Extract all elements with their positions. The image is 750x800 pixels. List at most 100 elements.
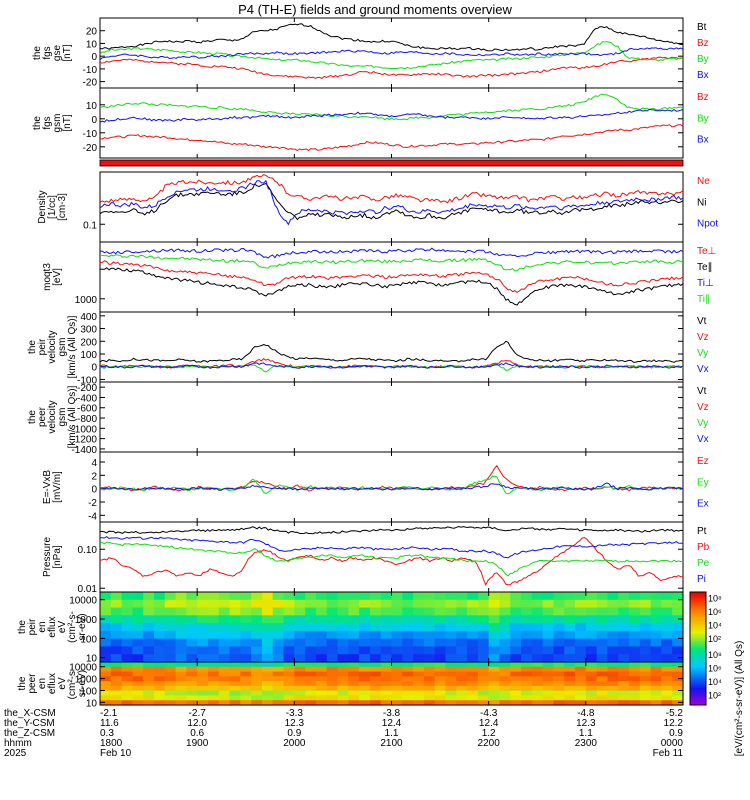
heatmap-cell: [153, 662, 166, 668]
heatmap-cell: [618, 599, 630, 609]
heatmap-cell: [661, 700, 673, 706]
heatmap-cell: [207, 690, 220, 697]
y-axis-label: eflux: [47, 673, 58, 694]
heatmap-cell: [207, 676, 220, 682]
heatmap-cell: [348, 630, 360, 640]
heatmap-cell: [186, 690, 198, 697]
heatmap-cell: [542, 695, 555, 701]
heatmap-cell: [305, 599, 317, 609]
series-Vx-line: [99, 362, 684, 369]
heatmap-cell: [359, 662, 371, 668]
heatmap-cell: [488, 685, 501, 692]
quality-flag-frame: [99, 159, 684, 167]
heatmap-cell: [672, 700, 684, 706]
heatmap-cell: [445, 646, 457, 655]
heatmap-cell: [272, 623, 285, 632]
heatmap-cell: [456, 685, 468, 692]
heatmap-cell: [510, 690, 522, 697]
colorbar-cell: [690, 612, 706, 616]
ephemeris-value: 12.4: [479, 718, 499, 729]
heatmap-cell: [218, 671, 231, 677]
colorbar-cell: [690, 646, 706, 649]
heatmap-cell: [164, 700, 177, 706]
heatmap-cell: [467, 695, 479, 701]
heatmap-cell: [153, 676, 166, 682]
heatmap-cell: [110, 690, 123, 697]
heatmap-cell: [143, 638, 155, 648]
heatmap-cell: [650, 690, 663, 697]
heatmap-cell: [229, 638, 241, 648]
y-axis-label: sr-eV): [77, 670, 88, 697]
heatmap-cell: [564, 671, 576, 677]
colorbar-cell: [690, 657, 706, 661]
heatmap-cell: [423, 592, 436, 601]
series-Bx-line: [99, 108, 684, 123]
heatmap-cell: [218, 623, 231, 632]
heatmap-cell: [391, 666, 403, 673]
heatmap-cell: [650, 615, 663, 624]
y-tick-label: -20: [83, 143, 98, 154]
heatmap-cell: [305, 607, 317, 616]
heatmap-cell: [607, 681, 619, 687]
heatmap-cell: [337, 654, 349, 663]
colorbar-cell: [690, 644, 706, 648]
heatmap-cell: [186, 623, 198, 632]
y-axis-label: gsm: [52, 114, 63, 133]
heatmap-cell: [294, 666, 306, 673]
ephemeris-value: -5.2: [666, 708, 684, 719]
heatmap-cell: [650, 685, 663, 692]
heatmap-cell: [672, 671, 684, 677]
heatmap-cell: [261, 654, 274, 663]
heatmap-cell: [186, 671, 198, 677]
heatmap-cell: [348, 615, 360, 624]
heatmap-cell: [218, 690, 231, 697]
heatmap-cell: [639, 592, 652, 601]
heatmap-cell: [110, 646, 123, 655]
y-tick-label: -1200: [71, 435, 97, 446]
heatmap-cell: [531, 654, 544, 663]
ephemeris-row-label: the_Y-CSM: [4, 718, 55, 729]
heatmap-cell: [629, 685, 641, 692]
colorbar-cell: [690, 686, 706, 689]
heatmap-cell: [434, 662, 447, 668]
heatmap-cell: [477, 630, 490, 640]
ephemeris-value: 1900: [186, 738, 209, 749]
heatmap-cell: [261, 592, 274, 601]
legend-Ex: Ex: [697, 499, 709, 510]
heatmap-cell: [240, 690, 252, 697]
heatmap-cell: [240, 615, 252, 624]
heatmap-cell: [672, 646, 684, 655]
heatmap-cell: [110, 685, 123, 692]
heatmap-cell: [272, 592, 285, 601]
colorbar-cell: [690, 695, 706, 698]
heatmap-cell: [661, 638, 673, 648]
heatmap-cell: [283, 681, 295, 687]
heatmap-cell: [359, 607, 371, 616]
heatmap-cell: [488, 630, 501, 640]
heatmap-cell: [650, 695, 663, 701]
ephemeris-value: 0.3: [100, 728, 114, 739]
heatmap-cell: [261, 666, 274, 673]
heatmap-cell: [175, 676, 187, 682]
heatmap-cell: [164, 607, 177, 616]
heatmap-cell: [413, 681, 425, 687]
heatmap-cell: [661, 671, 673, 677]
heatmap-cell: [585, 666, 598, 673]
heatmap-cell: [467, 630, 479, 640]
heatmap-cell: [564, 681, 576, 687]
heatmap-cell: [229, 681, 241, 687]
heatmap-cell: [143, 607, 155, 616]
heatmap-cell: [110, 671, 123, 677]
heatmap-cell: [110, 638, 123, 648]
heatmap-cell: [132, 646, 144, 655]
heatmap-cell: [305, 630, 317, 640]
heatmap-cell: [153, 623, 166, 632]
heatmap-cell: [315, 695, 328, 701]
heatmap-cell: [585, 676, 598, 682]
heatmap-cell: [575, 690, 587, 697]
heatmap-cell: [531, 690, 544, 697]
heatmap-cell: [542, 676, 555, 682]
y-axis-label: the: [32, 116, 43, 130]
heatmap-cell: [672, 695, 684, 701]
heatmap-cell: [100, 630, 112, 640]
